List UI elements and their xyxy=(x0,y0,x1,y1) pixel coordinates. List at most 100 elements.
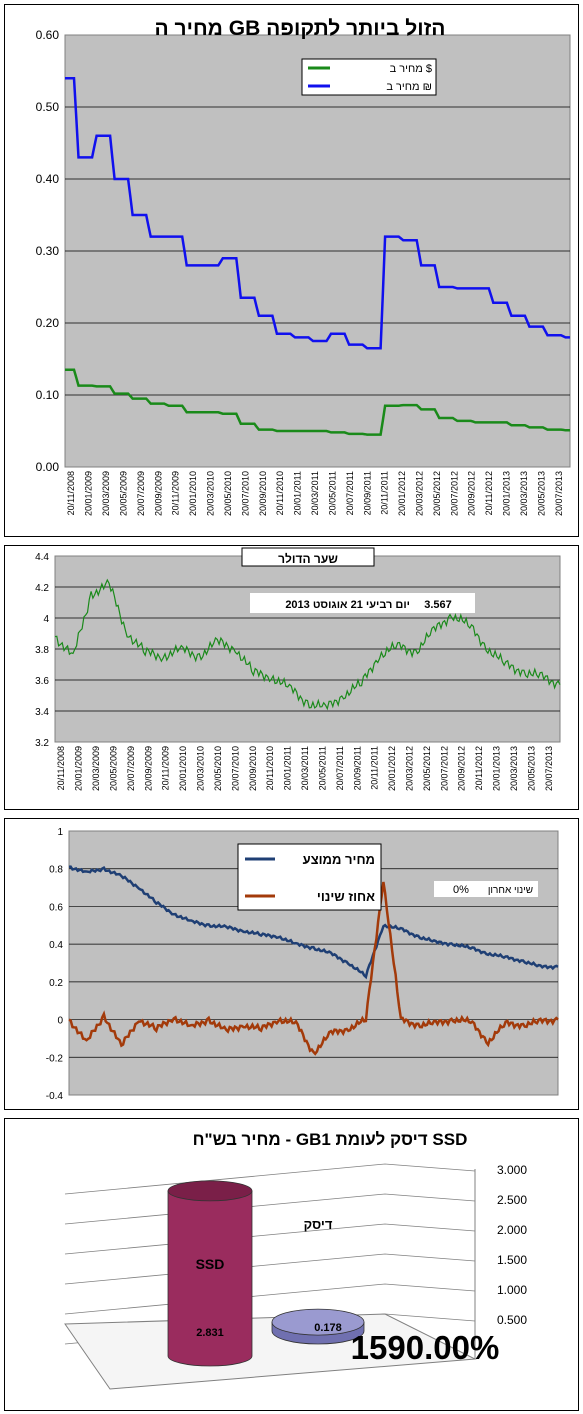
y-tick-label: 2.500 xyxy=(497,1193,527,1207)
x-tick-label: 20/11/2008 xyxy=(66,471,76,515)
y-tick-label: 0.4 xyxy=(49,940,63,951)
x-tick-label: 20/05/2009 xyxy=(108,746,118,791)
x-tick-label: 20/07/2012 xyxy=(439,746,449,791)
x-tick-label: 20/03/2010 xyxy=(196,746,206,791)
x-tick-label: 20/05/2010 xyxy=(213,746,223,791)
gb-price-chart: 0.60 0.50 0.40 0.30 0.20 0.10 0.00 20/11/2008 2… xyxy=(36,17,571,516)
x-tick-label: 20/07/2011 xyxy=(335,746,345,790)
series-line-1 xyxy=(68,881,559,1056)
x-tick-label: 20/11/2012 xyxy=(474,746,484,790)
y-tick-label: 0.40 xyxy=(36,172,60,186)
ratio-label: 1590.00% xyxy=(351,1329,500,1366)
x-tick-label: 20/05/2013 xyxy=(526,746,536,791)
gridline xyxy=(64,1163,476,1195)
y-tick-label: 0.8 xyxy=(49,865,63,876)
x-tick-label: 20/09/2009 xyxy=(153,471,163,516)
y-tick-label: 0.50 xyxy=(36,100,60,114)
category-label: דיסק xyxy=(304,1217,333,1232)
y-tick-label: -0.4 xyxy=(46,1091,64,1102)
x-tick-label: 20/11/2011 xyxy=(370,746,380,790)
x-tick-label: 20/11/2012 xyxy=(484,471,494,515)
legend: מחיר ב $ מחיר ב ₪ xyxy=(301,58,437,96)
x-tick-label: 20/07/2013 xyxy=(554,471,564,516)
x-tick-label: 20/03/2012 xyxy=(415,471,425,516)
last-change-value: 0% xyxy=(453,884,469,896)
x-tick-label: 20/05/2010 xyxy=(223,471,233,516)
y-tick-label: 0.60 xyxy=(36,28,60,42)
annotation-value: 3.567 xyxy=(424,599,452,611)
gridline xyxy=(64,1193,476,1225)
x-tick-label: 20/05/2013 xyxy=(536,471,546,516)
y-tick-label: 3.8 xyxy=(35,645,49,656)
gridline xyxy=(64,1253,476,1285)
x-tick-label: 20/01/2009 xyxy=(74,746,84,791)
legend-label-change: אחוז שינוי xyxy=(317,889,375,904)
annotation-box xyxy=(250,593,475,613)
x-tick-label: 20/07/2009 xyxy=(126,746,136,791)
x-tick-label: 20/11/2009 xyxy=(161,746,171,790)
x-tick-label: 20/01/2011 xyxy=(293,471,303,515)
y-tick-label: 0.2 xyxy=(49,978,63,989)
x-tick-label: 20/01/2010 xyxy=(188,471,198,516)
legend-label-usd: מחיר ב $ xyxy=(390,63,432,75)
gridline xyxy=(64,1223,476,1255)
ssd-vs-disk-chart: 3.000 2.500 2.000 1.500 1.000 0.500 SSD 2.831 ד… xyxy=(64,1130,527,1390)
chart-title: שער הדולר xyxy=(278,552,338,566)
x-tick-label: 20/03/2012 xyxy=(405,746,415,791)
chart-title: מחיר ה GB הזול ביותר לתקופה xyxy=(155,17,446,40)
x-tick-label: 20/11/2009 xyxy=(171,471,181,515)
y-tick-label: 0.30 xyxy=(36,244,60,258)
gridline xyxy=(64,1283,476,1315)
x-tick-label: 20/07/2009 xyxy=(136,471,146,516)
x-tick-label: 20/05/2011 xyxy=(317,746,327,790)
x-tick-label: 20/07/2010 xyxy=(240,471,250,516)
annotation-date: יום רביעי 21 אוגוסט 2013 xyxy=(285,599,410,611)
x-tick-label: 20/07/2012 xyxy=(449,471,459,516)
x-tick-label: 20/09/2012 xyxy=(467,471,477,516)
x-tick-label: 20/05/2012 xyxy=(422,746,432,791)
x-tick-label: 20/07/2013 xyxy=(544,746,554,791)
series-line-0 xyxy=(65,368,570,436)
last-change-label: שינוי אחרון xyxy=(488,885,533,896)
x-tick-label: 20/09/2009 xyxy=(143,746,153,791)
last-change-box xyxy=(434,881,538,897)
x-tick-label: 20/05/2011 xyxy=(327,471,337,515)
dollar-rate-chart: 4.4 4.2 4 3.8 3.6 3.4 3.2 20/11/2008 20/01/2009… xyxy=(35,547,561,791)
x-tick-label: 20/03/2009 xyxy=(91,746,101,791)
y-tick-label: 2.000 xyxy=(497,1223,527,1237)
y-tick-label: 0.20 xyxy=(36,316,60,330)
y-tick-label: 4.2 xyxy=(35,583,49,594)
y-tick-label: -0.2 xyxy=(46,1053,64,1064)
series-line-1 xyxy=(65,76,570,350)
y-tick-label: 1 xyxy=(57,827,63,838)
x-tick-label: 20/11/2010 xyxy=(275,471,285,515)
x-tick-label: 20/03/2013 xyxy=(509,746,519,791)
average-price-chart: 1 0.8 0.6 0.4 0.2 0 -0.2 -0.4 מחיר ממוצע אחוז ש… xyxy=(46,827,559,1102)
y-tick-label: 4 xyxy=(43,614,49,625)
category-label: SSD xyxy=(196,1256,225,1272)
x-tick-label: 20/11/2008 xyxy=(56,746,66,790)
y-tick-label: 3.000 xyxy=(497,1163,527,1177)
legend-label-average: מחיר ממוצע xyxy=(303,852,375,867)
chart-panel-gb-price: 0.60 0.50 0.40 0.30 0.20 0.10 0.00 20/11/2008 2… xyxy=(4,4,579,537)
title-box xyxy=(241,547,375,567)
x-tick-label: 20/07/2011 xyxy=(345,471,355,515)
series-line-0 xyxy=(54,578,561,711)
x-tick-label: 20/03/2009 xyxy=(101,471,111,516)
x-tick-label: 20/03/2013 xyxy=(519,471,529,516)
bar-0 xyxy=(167,1180,253,1367)
y-tick-label: 0.10 xyxy=(36,388,60,402)
y-tick-label: 0.6 xyxy=(49,902,63,913)
x-tick-label: 20/11/2010 xyxy=(265,746,275,790)
legend: מחיר ממוצע אחוז שינוי xyxy=(237,843,382,911)
legend-label-ils: מחיר ב ₪ xyxy=(386,81,432,93)
x-tick-label: 20/01/2013 xyxy=(492,746,502,791)
bar-1 xyxy=(271,1308,365,1345)
y-tick-label: 0 xyxy=(57,1016,63,1027)
x-tick-label: 20/11/2011 xyxy=(380,471,390,515)
y-tick-label: 1.500 xyxy=(497,1253,527,1267)
series-line-0 xyxy=(68,865,559,980)
value-label: 2.831 xyxy=(196,1327,224,1339)
x-tick-label: 20/01/2010 xyxy=(178,746,188,791)
y-tick-label: 4.4 xyxy=(35,552,49,563)
